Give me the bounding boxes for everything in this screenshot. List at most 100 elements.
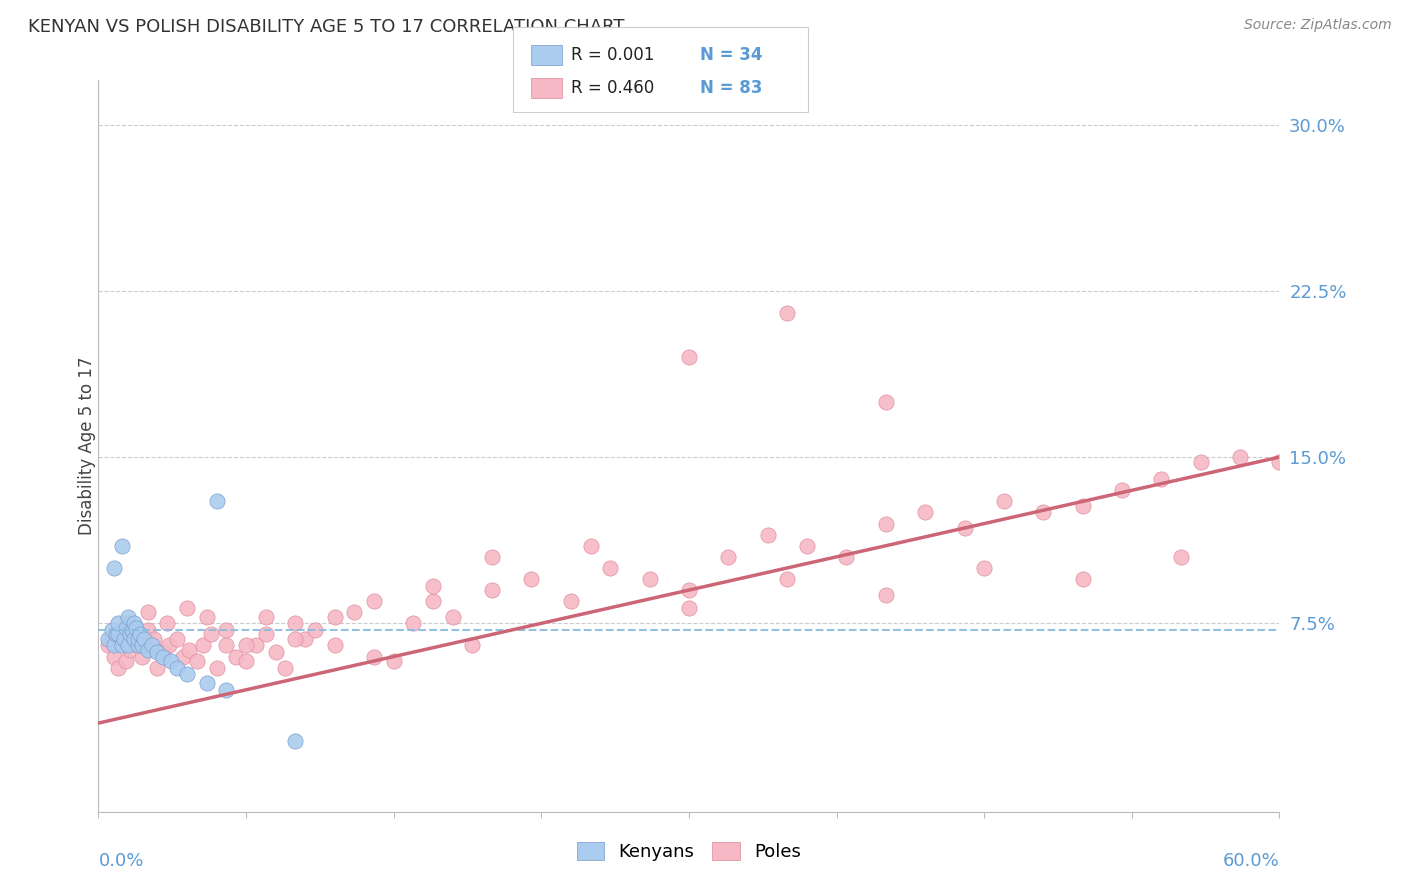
Point	[215, 682, 238, 697]
Point	[200, 627, 222, 641]
Point	[264, 645, 287, 659]
Point	[245, 639, 267, 653]
Text: R = 0.460: R = 0.460	[571, 79, 654, 97]
Point	[993, 494, 1015, 508]
Point	[122, 632, 145, 646]
Point	[875, 516, 897, 531]
Point	[136, 643, 159, 657]
Point	[111, 632, 134, 646]
Point	[1189, 454, 1212, 468]
Point	[146, 660, 169, 674]
Point	[1268, 454, 1291, 468]
Point	[128, 627, 150, 641]
Point	[191, 639, 214, 653]
Point	[776, 306, 799, 320]
Point	[235, 639, 257, 653]
Point	[875, 394, 897, 409]
Point	[132, 632, 155, 646]
Point	[103, 649, 125, 664]
Point	[284, 616, 307, 631]
Point	[127, 639, 149, 653]
Point	[172, 649, 194, 664]
Point	[235, 654, 257, 668]
Point	[157, 639, 180, 653]
Point	[195, 676, 218, 690]
Point	[1150, 472, 1173, 486]
Point	[177, 643, 200, 657]
Point	[117, 609, 139, 624]
Point	[115, 654, 138, 668]
Point	[717, 549, 740, 564]
Point	[107, 660, 129, 674]
Point	[127, 632, 149, 646]
Point	[776, 572, 799, 586]
Point	[461, 639, 484, 653]
Point	[343, 605, 366, 619]
Point	[166, 660, 188, 674]
Point	[118, 627, 141, 641]
Point	[131, 639, 153, 653]
Point	[1170, 549, 1192, 564]
Point	[118, 643, 141, 657]
Point	[152, 645, 174, 659]
Point	[363, 649, 385, 664]
Point	[274, 660, 297, 674]
Point	[205, 494, 228, 508]
Point	[520, 572, 543, 586]
Point	[117, 639, 139, 653]
Point	[107, 627, 129, 641]
Point	[136, 605, 159, 619]
Point	[599, 561, 621, 575]
Text: 60.0%: 60.0%	[1223, 852, 1279, 870]
Point	[101, 623, 124, 637]
Point	[294, 632, 316, 646]
Point	[111, 539, 134, 553]
Point	[195, 609, 218, 624]
Point	[756, 527, 779, 541]
Point	[142, 632, 165, 646]
Point	[382, 654, 405, 668]
Point	[284, 632, 307, 646]
Point	[122, 616, 145, 631]
Point	[254, 609, 277, 624]
Point	[186, 654, 208, 668]
Point	[323, 609, 346, 624]
Point	[254, 627, 277, 641]
Point	[176, 600, 198, 615]
Point	[441, 609, 464, 624]
Point	[97, 632, 120, 646]
Point	[1111, 483, 1133, 498]
Point	[215, 623, 238, 637]
Legend: Kenyans, Poles: Kenyans, Poles	[569, 835, 808, 869]
Point	[481, 583, 503, 598]
Point	[579, 539, 602, 553]
Point	[1071, 499, 1094, 513]
Point	[112, 632, 135, 646]
Point	[914, 506, 936, 520]
Text: Source: ZipAtlas.com: Source: ZipAtlas.com	[1244, 18, 1392, 32]
Point	[678, 583, 700, 598]
Point	[160, 654, 183, 668]
Point	[146, 645, 169, 659]
Point	[973, 561, 995, 575]
Point	[117, 616, 139, 631]
Point	[122, 627, 145, 641]
Point	[166, 632, 188, 646]
Point	[422, 594, 444, 608]
Point	[107, 616, 129, 631]
Point	[1032, 506, 1054, 520]
Point	[105, 627, 128, 641]
Point	[402, 616, 425, 631]
Text: R = 0.001: R = 0.001	[571, 46, 654, 64]
Point	[121, 623, 143, 637]
Y-axis label: Disability Age 5 to 17: Disability Age 5 to 17	[79, 357, 96, 535]
Point	[323, 639, 346, 653]
Point	[125, 621, 148, 635]
Text: KENYAN VS POLISH DISABILITY AGE 5 TO 17 CORRELATION CHART: KENYAN VS POLISH DISABILITY AGE 5 TO 17 …	[28, 18, 624, 36]
Point	[156, 616, 179, 631]
Point	[205, 660, 228, 674]
Point	[152, 649, 174, 664]
Point	[953, 521, 976, 535]
Point	[1071, 572, 1094, 586]
Point	[103, 639, 125, 653]
